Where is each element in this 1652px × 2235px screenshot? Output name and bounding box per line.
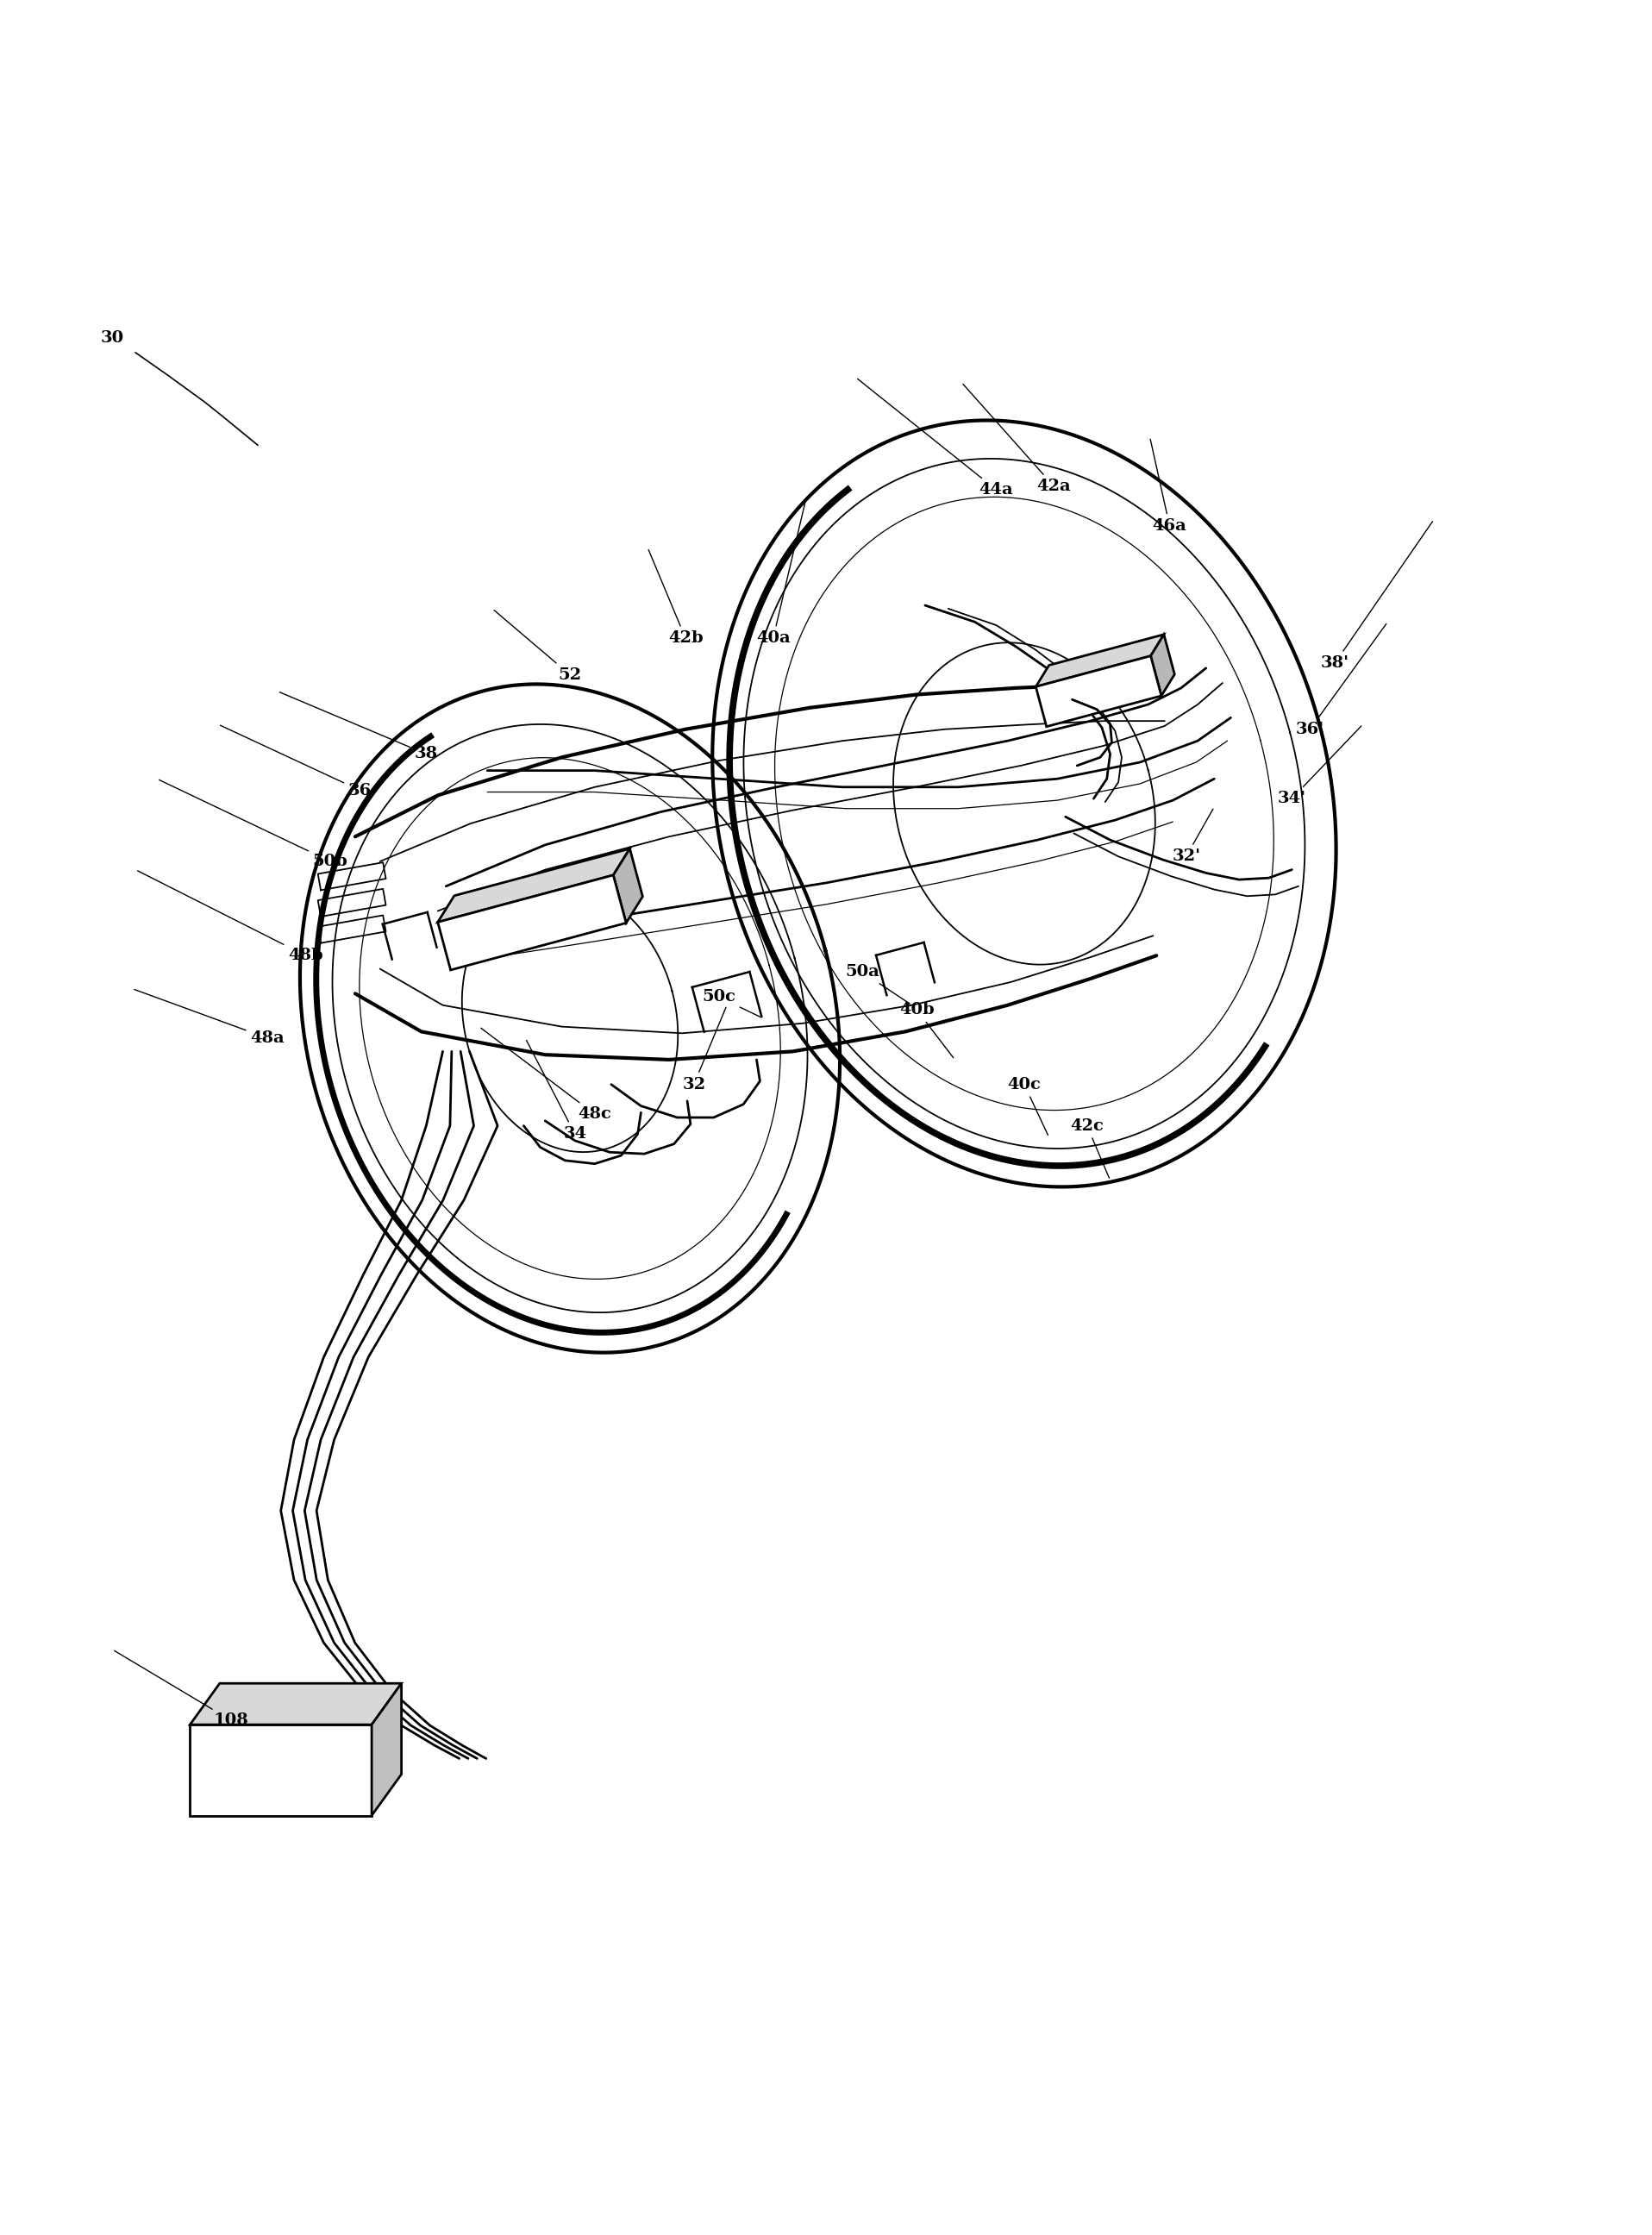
Text: 30: 30	[101, 331, 124, 346]
Polygon shape	[190, 1725, 372, 1815]
Text: 42c: 42c	[1070, 1118, 1108, 1178]
Polygon shape	[438, 876, 626, 970]
Text: 44a: 44a	[857, 380, 1013, 498]
Text: 32': 32'	[1171, 809, 1213, 865]
Text: 108: 108	[114, 1652, 249, 1728]
Text: 38: 38	[279, 693, 438, 762]
Text: 50a: 50a	[846, 963, 910, 1004]
Text: 52: 52	[494, 610, 582, 682]
Text: 50c: 50c	[702, 990, 762, 1017]
Text: 40c: 40c	[1008, 1077, 1047, 1135]
Text: 38': 38'	[1320, 521, 1432, 670]
Text: 48c: 48c	[481, 1028, 611, 1122]
Polygon shape	[190, 1683, 401, 1725]
Polygon shape	[1151, 635, 1175, 695]
Text: 32: 32	[682, 1008, 725, 1093]
Text: 46a: 46a	[1150, 438, 1186, 534]
Text: 36': 36'	[1295, 624, 1386, 738]
Text: 50b: 50b	[159, 780, 349, 869]
Text: 42a: 42a	[963, 384, 1070, 494]
Text: 34': 34'	[1277, 726, 1361, 807]
Text: 48b: 48b	[137, 872, 324, 963]
Polygon shape	[613, 849, 643, 923]
Polygon shape	[372, 1683, 401, 1815]
Polygon shape	[1036, 635, 1165, 686]
Text: 36: 36	[220, 726, 372, 798]
Text: 34: 34	[527, 1039, 586, 1142]
Polygon shape	[438, 849, 629, 923]
Text: 48a: 48a	[134, 990, 284, 1046]
Text: 40b: 40b	[899, 1001, 953, 1057]
Polygon shape	[1036, 655, 1161, 726]
Text: 42b: 42b	[649, 550, 704, 646]
Text: 40a: 40a	[757, 501, 806, 646]
